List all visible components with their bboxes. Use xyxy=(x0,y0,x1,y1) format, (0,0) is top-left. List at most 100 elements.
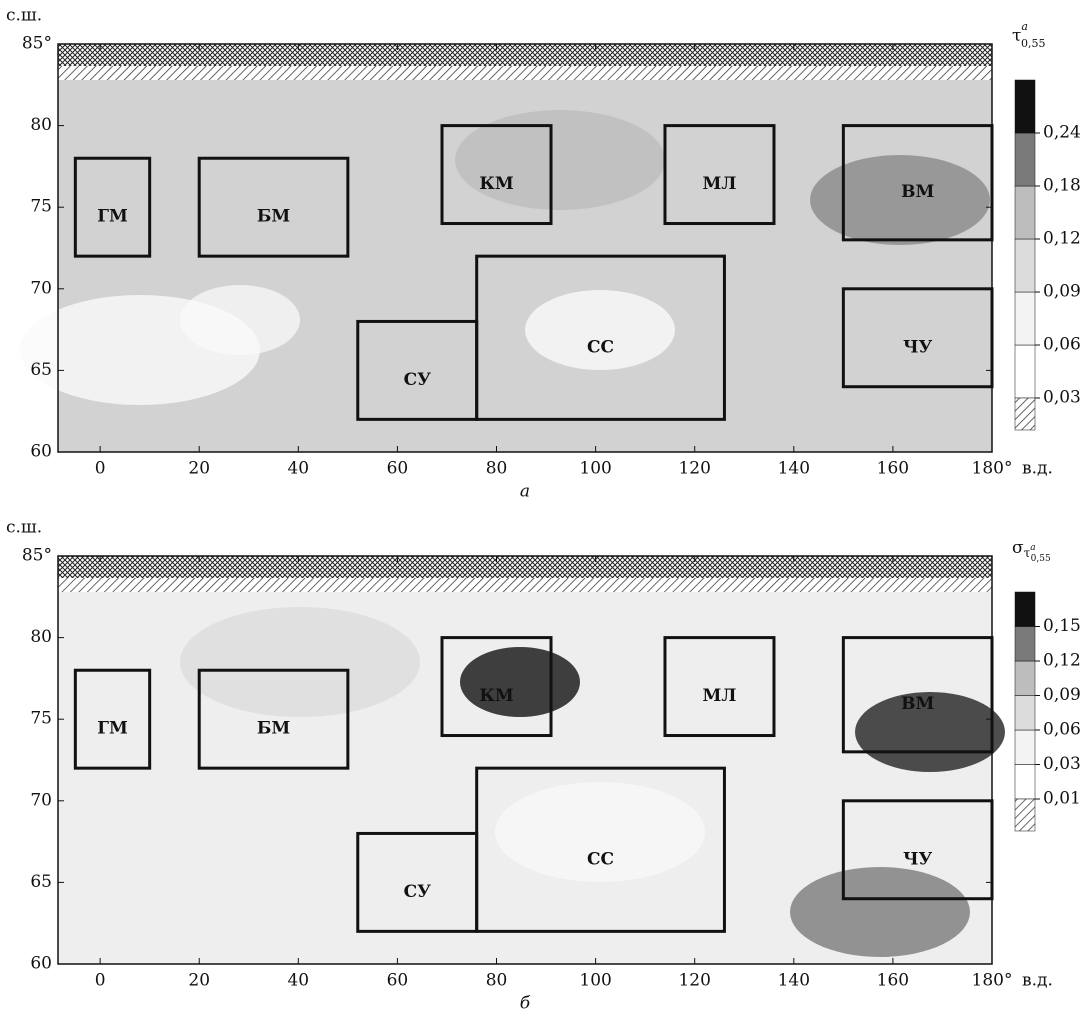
x-unit: в.д. xyxy=(1022,971,1053,991)
field-patch xyxy=(455,110,665,210)
region-label: ЧУ xyxy=(903,849,933,869)
colorbar-segment xyxy=(1014,79,1036,134)
x-tick-label: 40 xyxy=(287,459,309,479)
colorbar-segment xyxy=(1014,660,1036,696)
colorbar-sub: 0,55 xyxy=(1021,37,1046,50)
region-box xyxy=(663,636,776,738)
x-tick-label: 20 xyxy=(188,971,210,991)
polar-hatch-band xyxy=(58,66,992,80)
plot-frame xyxy=(57,555,993,965)
x-tick-label: 160 xyxy=(877,971,909,991)
x-tick-label: 180° xyxy=(972,459,1013,479)
region-box xyxy=(73,668,152,770)
colorbar-tick-label: 0,18 xyxy=(1043,176,1081,196)
colorbar-segment xyxy=(1014,344,1036,399)
colorbar-sub-sup: a xyxy=(1030,543,1035,553)
polar-hatch-band xyxy=(58,578,992,592)
x-tick-label: 160 xyxy=(877,459,909,479)
colorbar-sub-sub: 0,55 xyxy=(1031,554,1051,564)
region-label: КМ xyxy=(479,174,513,194)
y-tick-label: 75 xyxy=(30,197,52,217)
region-label: МЛ xyxy=(703,174,737,194)
field-patch xyxy=(525,290,675,370)
x-tick-label: 80 xyxy=(486,971,508,991)
y-tick-label: 80 xyxy=(30,627,52,647)
field-patch xyxy=(20,295,260,405)
colorbar-tick-label: 0,12 xyxy=(1043,229,1081,249)
colorbar-segment xyxy=(1014,185,1036,240)
region-box xyxy=(440,636,553,738)
colorbar-hatch xyxy=(1014,798,1036,832)
field-patch xyxy=(810,155,990,245)
y-unit: с.ш. xyxy=(6,518,42,538)
y-tick-label: 80 xyxy=(30,115,52,135)
region-box xyxy=(440,124,553,226)
region-box xyxy=(841,799,994,901)
y-tick-label: 70 xyxy=(30,790,52,810)
colorbar-tick-label: 0,03 xyxy=(1043,388,1081,408)
x-tick-label: 60 xyxy=(387,971,409,991)
region-box xyxy=(197,156,350,258)
region-box xyxy=(356,319,479,421)
colorbar-tick-label: 0,24 xyxy=(1043,123,1081,143)
polar-cross-band xyxy=(58,44,992,66)
region-label: СУ xyxy=(404,882,432,902)
colorbar-segment xyxy=(1014,729,1036,765)
y-tick-label: 85° xyxy=(22,546,52,566)
colorbar-segment xyxy=(1014,591,1036,627)
region-label: БМ xyxy=(257,207,291,227)
x-tick-label: 140 xyxy=(778,459,810,479)
region-label: КМ xyxy=(479,686,513,706)
field-patch xyxy=(460,647,580,717)
colorbar-tick-label: 0,09 xyxy=(1043,282,1081,302)
colorbar-tick-label: 0,06 xyxy=(1043,720,1081,740)
polar-cross-band xyxy=(58,556,992,578)
x-tick-label: 180° xyxy=(972,971,1013,991)
panel-caption: б xyxy=(520,994,531,1014)
colorbar-tick-label: 0,15 xyxy=(1043,616,1081,636)
region-label: СУ xyxy=(404,370,432,390)
x-tick-label: 20 xyxy=(188,459,210,479)
colorbar-symbol: τ xyxy=(1012,26,1021,46)
colorbar-segment xyxy=(1014,238,1036,293)
field-patch xyxy=(180,607,420,717)
x-tick-label: 100 xyxy=(579,459,611,479)
region-label: ВМ xyxy=(901,694,934,714)
y-tick-label: 60 xyxy=(30,954,52,974)
colorbar-symbol: σ xyxy=(1012,538,1024,558)
panel-caption: а xyxy=(520,482,530,502)
colorbar-title: τa 0,55 xyxy=(1012,20,1045,50)
region-box xyxy=(841,636,994,754)
x-tick-label: 120 xyxy=(678,971,710,991)
colorbar-segment xyxy=(1014,626,1036,662)
region-label: ГМ xyxy=(97,719,128,739)
y-unit: с.ш. xyxy=(6,6,42,26)
region-box xyxy=(841,287,994,389)
colorbar-tick-label: 0,03 xyxy=(1043,754,1081,774)
field-patch xyxy=(495,782,705,882)
region-box xyxy=(356,831,479,933)
colorbar-segment xyxy=(1014,764,1036,800)
colorbar-hatch xyxy=(1014,397,1036,431)
region-label: ГМ xyxy=(97,207,128,227)
x-tick-label: 140 xyxy=(778,971,810,991)
colorbar-segment xyxy=(1014,695,1036,731)
x-tick-label: 80 xyxy=(486,459,508,479)
region-box xyxy=(73,156,152,258)
x-tick-label: 0 xyxy=(95,459,106,479)
colorbar-tick-label: 0,01 xyxy=(1043,789,1081,809)
colorbar-sub: τ xyxy=(1024,546,1031,560)
y-tick-label: 70 xyxy=(30,278,52,298)
colorbar-segment xyxy=(1014,291,1036,346)
colorbar-tick-label: 0,12 xyxy=(1043,651,1081,671)
colorbar-sup: a xyxy=(1021,20,1028,33)
y-tick-label: 65 xyxy=(30,360,52,380)
colorbar-tick-label: 0,06 xyxy=(1043,335,1081,355)
region-box xyxy=(663,124,776,226)
x-tick-label: 0 xyxy=(95,971,106,991)
y-tick-label: 65 xyxy=(30,872,52,892)
colorbar-title: στa 0,55 xyxy=(1012,538,1051,564)
region-box xyxy=(841,124,994,242)
